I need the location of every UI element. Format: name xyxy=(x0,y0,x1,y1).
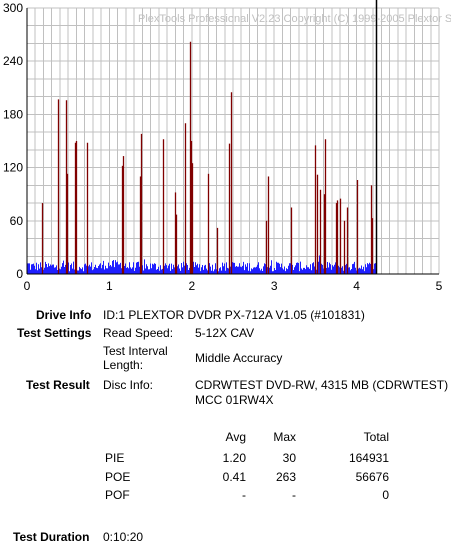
disc-info-value-2: MCC 01RW4X xyxy=(195,393,274,407)
y-tick-label: 60 xyxy=(10,214,24,228)
y-tick-label: 180 xyxy=(3,107,23,121)
test-duration-value: 0:10:20 xyxy=(103,530,144,544)
drive-info-value: ID:1 PLEXTOR DVDR PX-712A V1.05 (#101831… xyxy=(103,308,365,322)
stats-row-max: - xyxy=(292,488,296,502)
read-speed-label: Read Speed: xyxy=(103,326,174,340)
x-tick-label: 4 xyxy=(353,279,360,293)
error-chart: 0 60 120 180 240 300 0 1 2 3 4 5 PlexTools Professio… xyxy=(3,0,451,293)
x-tick-label: 0 xyxy=(24,279,31,293)
stats-row-name: POE xyxy=(105,470,131,484)
drive-info-label: Drive Info xyxy=(36,308,92,322)
x-tick-label: 2 xyxy=(188,279,195,293)
stats-header-max: Max xyxy=(273,430,296,444)
x-tick-label: 1 xyxy=(106,279,113,293)
stats-row-avg: - xyxy=(242,488,246,502)
test-interval-label-1: Test Interval xyxy=(103,344,168,358)
test-result-label: Test Result xyxy=(26,378,90,392)
read-speed-value: 5-12X CAV xyxy=(195,326,255,340)
disc-info-label: Disc Info: xyxy=(103,378,154,392)
stats-row-total: 56676 xyxy=(355,470,389,484)
test-interval-value: Middle Accuracy xyxy=(195,351,283,365)
stats-row-max: 263 xyxy=(275,470,296,484)
test-settings-label: Test Settings xyxy=(17,326,92,340)
stats-row-total: 0 xyxy=(382,488,389,502)
stats-row-avg: 1.20 xyxy=(222,451,246,465)
y-tick-label: 240 xyxy=(3,54,23,68)
stats-row-total: 164931 xyxy=(348,451,389,465)
stats-header-avg: Avg xyxy=(225,430,246,444)
test-duration-label: Test Duration xyxy=(13,530,90,544)
stats-header-total: Total xyxy=(363,430,389,444)
x-tick-label: 5 xyxy=(436,279,443,293)
x-tick-label: 3 xyxy=(271,279,278,293)
disc-info-value-1: CDRWTEST DVD-RW, 4315 MB (CDRWTEST) xyxy=(195,378,449,392)
test-interval-label-2: Length: xyxy=(103,358,144,372)
y-tick-label: 120 xyxy=(3,161,23,175)
stats-row-name: POF xyxy=(105,488,130,502)
stats-row-name: PIE xyxy=(105,451,125,465)
stats-row-max: 30 xyxy=(282,451,296,465)
y-tick-label: 0 xyxy=(16,267,23,281)
chart-svg: 0 60 120 180 240 300 0 1 2 3 4 5 PlexTools Professio… xyxy=(3,0,451,293)
chart-title: PlexTools Professional V2.23 Copyright (… xyxy=(138,13,451,25)
y-tick-label: 300 xyxy=(3,1,23,15)
stats-row-avg: 0.41 xyxy=(222,470,246,484)
